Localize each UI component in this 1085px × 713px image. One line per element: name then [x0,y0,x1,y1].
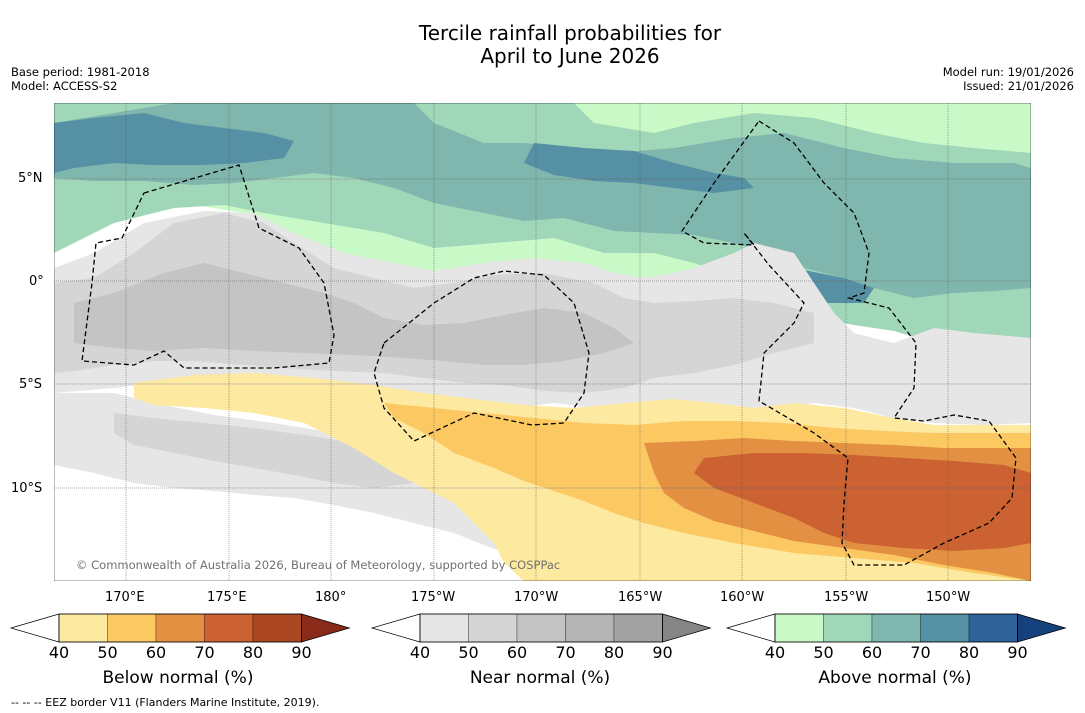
colorbar-tick-label: 50 [458,643,479,662]
colorbar-tick-label: 90 [1007,643,1028,662]
near-normal-label: Near normal (%) [469,668,611,688]
model-name: Model: ACCESS-S2 [11,79,118,93]
above-70-zone [54,103,1031,298]
lon-label-170e: 170°E [105,590,145,605]
colorbar-segment [58,613,108,643]
colorbar-segment [662,613,712,643]
lon-label-155w: 155°W [824,590,869,605]
below-80-zone [694,453,1031,551]
colorbar-segment [370,613,421,643]
lat-label-0: 0° [29,274,44,289]
colorbar-segment [252,613,302,643]
colorbar-segment [204,613,254,643]
colorbar-tick-label: 40 [764,643,786,662]
lon-label-175e: 175°E [207,590,247,605]
colorbar-tick-label: 80 [603,643,625,662]
colorbar-outline [419,613,663,643]
title-line-1: Tercile rainfall probabilities for [418,21,722,45]
colorbar-tick-label: 60 [506,643,528,662]
colorbar-segment [871,613,921,643]
colorbars [9,613,1067,643]
lon-label-170w: 170°W [514,590,559,605]
eez-central [373,270,590,442]
colorbar-segment [1017,613,1067,643]
run-info: Model run: 19/01/2026 Issued: 21/01/2026 [943,65,1074,93]
colorbar-segment [301,613,351,643]
below-normal-label: Below normal (%) [102,668,254,688]
lon-label-160w: 160°W [720,590,765,605]
model-run: Model run: 19/01/2026 [942,65,1074,79]
colorbar-segment [613,613,663,643]
colorbar-tick-label: 50 [97,643,118,662]
lon-label-165w: 165°W [618,590,663,605]
colorbar-tick-label: 70 [555,643,576,662]
near-60-zone-south [114,413,424,488]
lon-label-180: 180° [315,590,347,605]
eez-borders [81,120,1017,566]
rainfall-map: © Commonwealth of Australia 2026, Bureau… [54,103,1031,581]
colorbar-segment [9,613,60,643]
colorbar-tick-label: 80 [242,643,264,662]
colorbar-near-normal [370,613,712,643]
colorbar-segment [920,613,970,643]
colorbar-tick-label: 40 [409,643,431,662]
colorbar-tick-label: 40 [48,643,70,662]
colorbar-tick-label: 90 [291,643,312,662]
issued-date: Issued: 21/01/2026 [963,79,1074,93]
lat-label-5n: 5°N [18,171,43,186]
colorbar-tick-label: 60 [861,643,883,662]
colorbar-tick-label: 90 [652,643,673,662]
colorbar-tick-label: 80 [958,643,980,662]
colorbar-segment [968,613,1018,643]
title-line-2: April to June 2026 [480,44,660,68]
grid-lines [54,103,1031,581]
colorbar-tick-label: 70 [910,643,931,662]
colorbar-above-normal [725,613,1067,643]
colorbar-segment [725,613,776,643]
colorbar-segment [468,613,518,643]
colorbar-below-normal [9,613,351,643]
above-normal-label: Above normal (%) [818,668,972,688]
colorbar-segment [823,613,873,643]
map-title: Tercile rainfall probabilities for April… [0,22,1085,68]
colorbar-segment [516,613,566,643]
eez-kiribati-line [681,120,1017,566]
eez-tuvalu-west [81,164,335,369]
eez-footnote: -- -- -- EEZ border V11 (Flanders Marine… [11,696,320,709]
base-period: Base period: 1981-2018 [11,65,150,79]
lon-label-175w: 175°W [411,590,456,605]
colorbar-segment [419,613,469,643]
colorbar-outline [58,613,302,643]
near-70-zone [74,263,634,365]
lat-label-10s: 10°S [11,481,43,496]
copyright-text: © Commonwealth of Australia 2026, Bureau… [76,558,560,572]
colorbar-tick-label: 70 [194,643,215,662]
colorbar-segment [565,613,615,643]
colorbar-segment [107,613,157,643]
colorbar-segment [155,613,205,643]
colorbar-segment [774,613,824,643]
lat-label-5s: 5°S [19,377,43,392]
model-info: Base period: 1981-2018 Model: ACCESS-S2 [11,65,150,93]
colorbar-outline [774,613,1018,643]
colorbar-tick-label: 60 [145,643,167,662]
lon-label-150w: 150°W [926,590,971,605]
colorbar-tick-label: 50 [813,643,834,662]
